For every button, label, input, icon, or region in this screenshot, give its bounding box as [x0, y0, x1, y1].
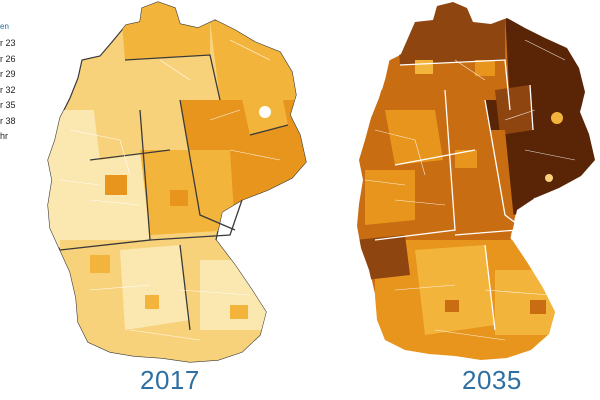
germany-map-2035 [355, 0, 600, 370]
legend: en r 23 r 26 r 29 r 32 r 35 r 38 hr [0, 22, 40, 145]
year-label-2017: 2017 [140, 365, 200, 395]
legend-item: r 32 [0, 84, 16, 95]
legend-item: r 23 [0, 38, 16, 48]
germany-map-2017 [30, 0, 310, 370]
year-label-2035: 2035 [462, 365, 522, 395]
legend-item: r 29 [0, 69, 16, 79]
germany-map-2035-svg [356, 1, 596, 361]
state-borders-2035 [374, 59, 536, 331]
district-borders-2035 [364, 39, 576, 341]
region-fills-2035 [357, 2, 595, 360]
state-borders-2017 [59, 54, 289, 331]
legend-item: hr [0, 131, 9, 141]
legend-item: r 26 [0, 53, 16, 64]
district-borders-2017 [59, 39, 281, 341]
legend-item: r 38 [0, 115, 16, 126]
legend-title: en [0, 22, 9, 31]
region-fills-2017 [48, 2, 306, 362]
legend-item: r 35 [0, 100, 16, 110]
germany-map-2017-svg [47, 1, 307, 363]
